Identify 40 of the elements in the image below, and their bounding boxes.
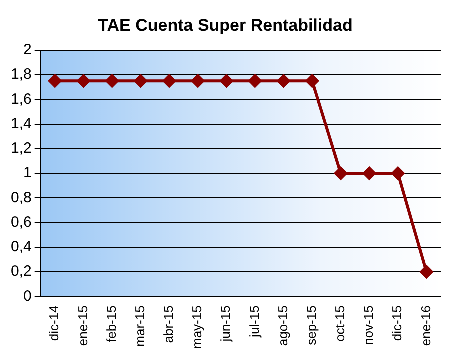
y-tick-label: 0 (24, 288, 32, 305)
y-tick-label: 2 (24, 42, 32, 59)
point (77, 74, 90, 88)
y-tick-label: 1,6 (10, 90, 32, 108)
point (162, 74, 176, 88)
y-tick-label: 1 (24, 164, 32, 182)
point (134, 74, 148, 88)
point (220, 74, 234, 88)
y-tick-label: 0,2 (10, 263, 32, 280)
y-tick-label: 0,8 (10, 189, 32, 206)
y-tick-label: 0,6 (10, 214, 32, 231)
x-tick-label: dic-15 (390, 306, 405, 342)
x-tick-label: ago-15 (275, 306, 290, 346)
point (248, 74, 262, 88)
point (420, 266, 434, 279)
y-tick-label: 0,4 (10, 238, 32, 256)
x-tick-label: oct-15 (332, 306, 348, 342)
y-tick-label: 1,8 (10, 66, 32, 84)
x-tick-label: mar-15 (132, 306, 148, 347)
x-tick-label: jun-15 (218, 306, 234, 343)
y-tick-label: 1,4 (10, 115, 32, 132)
x-tick-label: nov-15 (361, 306, 376, 346)
x-tick-label: jul-15 (246, 306, 262, 338)
chart-title: TAE Cuenta Super Rentabilidad (98, 16, 353, 35)
point (306, 74, 319, 88)
x-tick-label: dic-14 (46, 306, 62, 342)
point (277, 74, 290, 88)
point (106, 74, 119, 88)
point (334, 167, 348, 180)
x-tick-label: sep-15 (304, 306, 319, 346)
point (363, 167, 376, 180)
point (48, 74, 62, 88)
x-tick-label: ene-15 (75, 306, 90, 346)
point (192, 74, 205, 88)
x-tick-label: ene-16 (418, 306, 434, 346)
x-tick-label: may-15 (190, 306, 205, 350)
y-tick-label: 1,2 (10, 140, 32, 158)
x-tick-label: feb-15 (104, 306, 119, 343)
x-tick-label: abr-15 (161, 306, 176, 344)
point (392, 167, 405, 180)
